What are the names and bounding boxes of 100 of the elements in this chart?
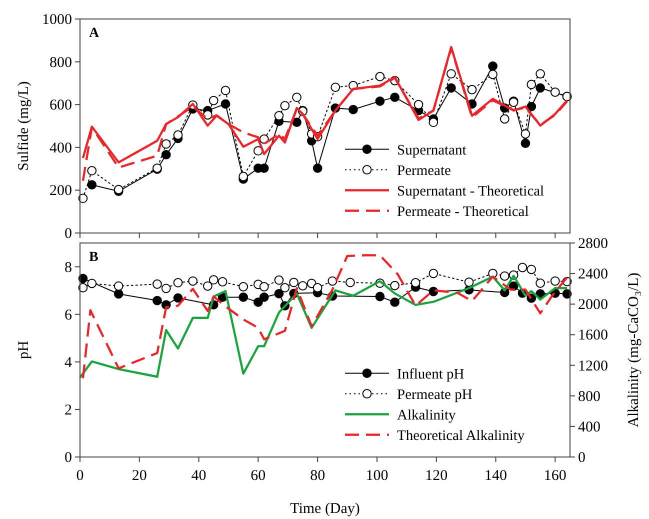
point <box>274 275 284 285</box>
point <box>114 289 124 299</box>
point <box>488 70 498 80</box>
point <box>526 264 536 274</box>
point <box>375 292 385 302</box>
point <box>238 292 248 302</box>
y-axis-title: Sulfide (mg/L) <box>16 81 32 171</box>
point <box>330 82 340 92</box>
point <box>488 61 498 71</box>
y2-tick-label: 400 <box>578 419 600 436</box>
point <box>446 69 456 78</box>
point <box>173 293 183 303</box>
point <box>500 271 510 281</box>
x-tick-label: 140 <box>484 468 508 484</box>
point <box>390 280 400 290</box>
point <box>259 282 269 292</box>
y-tick-label: 600 <box>50 98 72 114</box>
point <box>161 139 171 149</box>
point <box>152 279 162 289</box>
y-tick-label: 1000 <box>42 12 72 28</box>
point <box>500 114 510 124</box>
y2-tick-label: 1200 <box>578 358 608 374</box>
point <box>208 96 218 106</box>
point <box>280 283 290 292</box>
legend-label: Alkalinity <box>397 407 457 424</box>
point <box>520 138 530 148</box>
point <box>346 278 355 288</box>
y2-tick-label: 2400 <box>578 266 608 283</box>
point <box>550 276 560 286</box>
point <box>280 100 290 110</box>
legend-label: Supernatant <box>397 142 466 158</box>
point <box>292 92 302 102</box>
point <box>253 298 263 307</box>
point <box>518 262 528 272</box>
x-tick-label: 100 <box>366 468 388 484</box>
legend-label: Permeate pH <box>397 386 473 403</box>
point <box>87 180 97 190</box>
x-tick-label: 120 <box>425 468 448 484</box>
x-tick-label: 160 <box>544 468 566 484</box>
point <box>238 172 248 182</box>
y2-tick-label: 2000 <box>578 297 608 314</box>
y-axis-title: pH <box>16 340 32 360</box>
y-tick-label: 800 <box>50 54 72 71</box>
point <box>161 284 171 294</box>
point <box>328 276 338 286</box>
point <box>161 150 171 160</box>
point <box>390 298 400 307</box>
y-tick-label: 8 <box>64 260 72 276</box>
point <box>292 118 302 128</box>
point <box>173 278 183 288</box>
x-tick-label: 40 <box>191 468 206 484</box>
point <box>87 166 97 176</box>
point <box>428 118 438 128</box>
point <box>375 72 385 82</box>
text: B <box>89 250 98 265</box>
point <box>152 296 162 306</box>
point <box>410 278 420 288</box>
x-tick-label: 80 <box>310 468 326 484</box>
legend-label: Influent pH <box>397 366 465 382</box>
point <box>238 282 248 292</box>
y-tick-label: 2 <box>64 402 72 418</box>
point <box>208 275 218 285</box>
y-tick-label: 0 <box>64 450 72 466</box>
point <box>188 276 198 286</box>
point <box>202 281 212 291</box>
point <box>390 92 400 102</box>
point <box>312 163 322 173</box>
point <box>536 83 546 93</box>
point <box>312 283 322 292</box>
point <box>414 100 424 110</box>
legend-label: Permeate <box>397 162 451 179</box>
x-tick-label: 20 <box>132 468 147 484</box>
point <box>348 104 358 114</box>
y2-tick-label: 800 <box>578 388 600 405</box>
point <box>253 146 263 156</box>
point <box>114 281 124 291</box>
point <box>220 99 230 109</box>
y-tick-label: 6 <box>64 307 72 324</box>
point <box>536 69 546 78</box>
y-tick-label: 400 <box>50 140 72 156</box>
x-tick-label: 60 <box>250 468 266 484</box>
legend-label: Permeate - Theoretical <box>397 204 529 220</box>
y2-tick-label: 1600 <box>578 328 608 344</box>
point <box>467 84 477 94</box>
legend-label: Theoretical Alkalinity <box>397 428 526 444</box>
point <box>446 83 456 93</box>
point <box>428 268 438 278</box>
y-tick-label: 200 <box>50 183 72 200</box>
text: A <box>89 26 100 41</box>
point <box>520 129 530 139</box>
point <box>375 96 385 106</box>
y-tick-label: 0 <box>64 226 72 242</box>
point <box>274 288 284 298</box>
point <box>550 87 560 97</box>
point <box>298 281 308 290</box>
point <box>526 80 536 90</box>
point <box>87 278 97 288</box>
point <box>289 278 299 288</box>
point <box>218 277 228 286</box>
x-tick-label: 0 <box>76 468 84 484</box>
